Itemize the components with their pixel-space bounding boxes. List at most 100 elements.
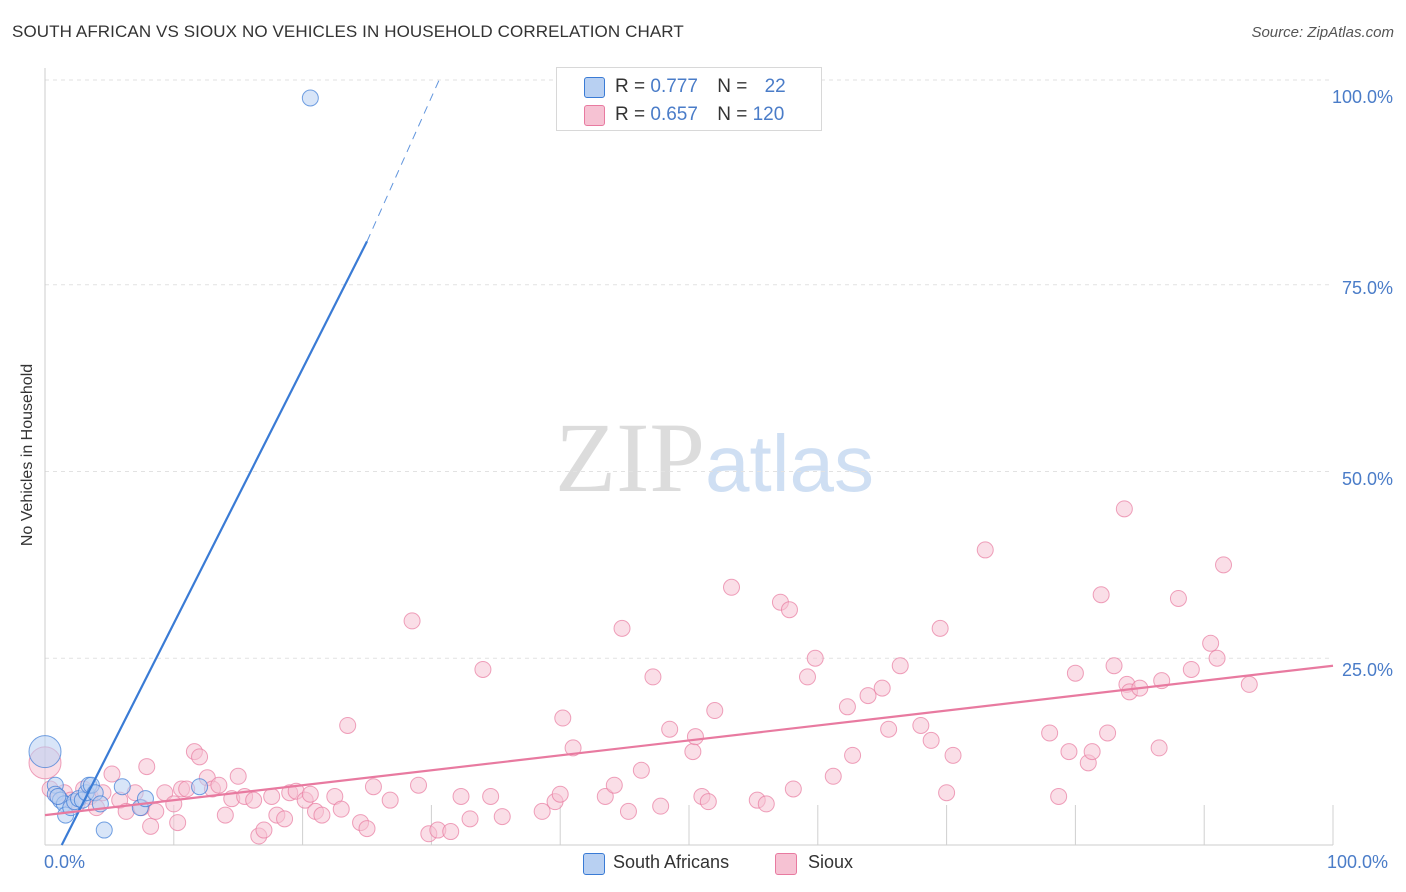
sioux-point: [859, 687, 877, 705]
sioux-point: [301, 785, 319, 803]
sioux-point: [339, 716, 357, 734]
south-africans-point: [28, 735, 62, 769]
sioux-point: [381, 791, 399, 809]
sioux-point: [1202, 634, 1220, 652]
sioux-point: [806, 649, 824, 667]
sioux-point: [482, 787, 500, 805]
sioux-point: [1083, 743, 1101, 761]
legend-row-sioux: R = 0.657 N = 120: [615, 104, 784, 126]
sioux-point: [138, 758, 156, 776]
legend-swatch-south-africans: [584, 77, 605, 98]
south-africans-trendline-extension: [366, 79, 440, 242]
chart-source: Source: ZipAtlas.com: [1251, 24, 1394, 41]
sioux-point: [922, 731, 940, 749]
sioux-point: [976, 541, 994, 559]
sioux-point: [169, 814, 187, 832]
sioux-point: [596, 787, 614, 805]
x-tick-label-max: 100.0%: [1327, 852, 1389, 872]
watermark-atlas: atlas: [705, 419, 874, 508]
sioux-point: [632, 761, 650, 779]
legend-n-value: 22: [764, 76, 786, 97]
sioux-point: [442, 823, 460, 841]
watermark: ZIPatlas: [555, 400, 874, 515]
sioux-point: [706, 702, 724, 720]
sioux-point: [364, 778, 382, 796]
sioux-point: [245, 791, 263, 809]
bottom-legend-swatch-south-africans: [583, 853, 605, 875]
sioux-point: [798, 668, 816, 686]
legend-r-label: R =: [615, 76, 646, 97]
sioux-point: [255, 821, 273, 839]
sioux-point: [332, 800, 350, 818]
sioux-point: [147, 802, 165, 820]
sioux-point: [684, 743, 702, 761]
sioux-point: [533, 802, 551, 820]
sioux-point: [1240, 675, 1258, 693]
watermark-zip: ZIP: [555, 402, 705, 513]
x-tick-label-min: 0.0%: [44, 852, 86, 872]
y-tick-label: 50.0%: [1341, 469, 1393, 489]
sioux-point: [838, 698, 856, 716]
legend-n-label: N =: [717, 76, 748, 97]
sioux-point: [493, 808, 511, 826]
sioux-point: [1208, 649, 1226, 667]
sioux-point: [142, 817, 160, 835]
sioux-point: [313, 806, 331, 824]
sioux-point: [1105, 657, 1123, 675]
sioux-point: [1041, 724, 1059, 742]
sioux-point: [661, 720, 679, 738]
south-africans-trendline: [60, 240, 368, 846]
sioux-point: [1092, 586, 1110, 604]
sioux-point: [891, 657, 909, 675]
legend-r-value: 0.777: [650, 76, 698, 97]
sioux-point: [1060, 743, 1078, 761]
south-africans-point: [95, 821, 113, 839]
sioux-point: [844, 746, 862, 764]
sioux-point: [191, 748, 209, 766]
sioux-point: [619, 802, 637, 820]
sioux-point: [780, 601, 798, 619]
sioux-point: [1215, 556, 1233, 574]
sioux-point: [605, 776, 623, 794]
south-africans-point: [113, 778, 131, 796]
sioux-point: [784, 780, 802, 798]
sioux-point: [263, 787, 281, 805]
sioux-point: [276, 810, 294, 828]
y-tick-label: 25.0%: [1341, 660, 1393, 680]
sioux-point: [1115, 500, 1133, 518]
sioux-point: [873, 679, 891, 697]
sioux-point: [1182, 660, 1200, 678]
legend-r-value: 0.657: [650, 104, 698, 125]
legend-swatch-sioux: [584, 105, 605, 126]
sioux-point: [757, 795, 775, 813]
y-tick-label: 75.0%: [1341, 278, 1393, 298]
sioux-point: [931, 619, 949, 637]
legend-n-value: 120: [752, 104, 785, 125]
sioux-point: [686, 728, 704, 746]
sioux-point: [103, 765, 121, 783]
sioux-point: [461, 810, 479, 828]
sioux-point: [1066, 664, 1084, 682]
sioux-point: [229, 767, 247, 785]
chart-title: SOUTH AFRICAN VS SIOUX NO VEHICLES IN HO…: [12, 22, 684, 41]
sioux-point: [564, 739, 582, 757]
sioux-point: [644, 668, 662, 686]
legend-row-south-africans: R = 0.777 N = 22: [615, 76, 786, 98]
sioux-point: [1169, 589, 1187, 607]
sioux-point: [165, 795, 183, 813]
sioux-point: [410, 776, 428, 794]
sioux-trendline: [44, 664, 1334, 817]
sioux-point: [358, 820, 376, 838]
sioux-point: [216, 806, 234, 824]
sioux-point: [452, 787, 470, 805]
sioux-point: [551, 785, 569, 803]
legend-r-label: R =: [615, 104, 646, 125]
sioux-point: [1150, 739, 1168, 757]
bottom-legend-south-africans: South Africans: [613, 852, 730, 872]
sioux-point: [1099, 724, 1117, 742]
bottom-legend-swatch-sioux: [775, 853, 797, 875]
legend-n-label: N =: [717, 104, 748, 125]
sioux-point: [403, 612, 421, 630]
south-africans-point: [301, 89, 319, 107]
